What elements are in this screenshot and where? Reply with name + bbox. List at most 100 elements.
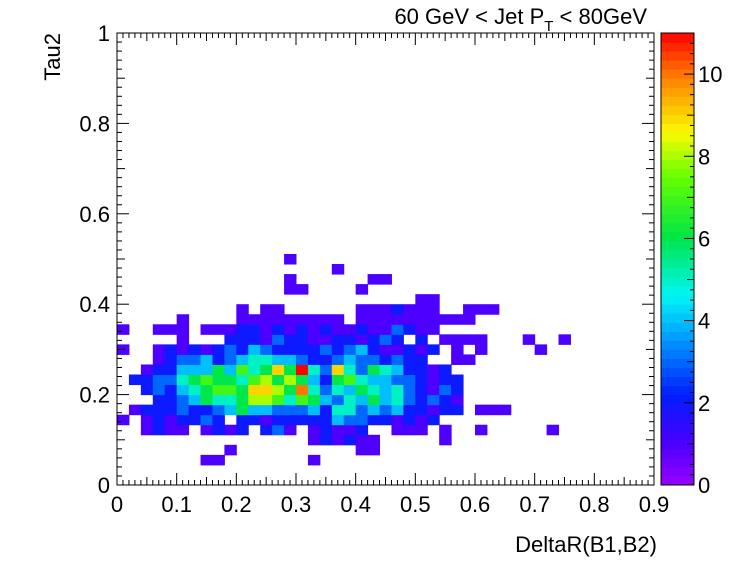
color-scale-band (661, 358, 694, 368)
heatmap-cell (140, 424, 154, 436)
heatmap-cell (272, 364, 285, 376)
heatmap-cell (260, 334, 273, 345)
heatmap-cell (296, 404, 309, 416)
heatmap-cell (307, 434, 321, 446)
heatmap-cell (224, 324, 237, 335)
color-scale-axis: 0 2 4 6 8 10 (684, 32, 722, 498)
heatmap-cell (403, 394, 416, 406)
heatmap-cell (355, 404, 369, 416)
heatmap-cell (367, 324, 381, 335)
heatmap-cell (176, 344, 190, 355)
heatmap-cell (200, 344, 213, 355)
heatmap-cell (260, 404, 273, 416)
color-scale-band (661, 457, 694, 468)
heatmap-cell (307, 344, 321, 355)
heatmap-cell (176, 334, 190, 345)
heatmap-cell (164, 344, 178, 355)
color-scale-band (661, 367, 694, 378)
heatmap-cell (331, 424, 345, 436)
heatmap-cell (319, 384, 333, 396)
heatmap-cell (152, 404, 166, 416)
heatmap-cell (355, 394, 369, 406)
heatmap-cell (379, 314, 392, 325)
heatmap-cell (296, 334, 309, 345)
color-scale-band (661, 421, 694, 432)
color-scale-tick-label: 4 (698, 309, 710, 334)
heatmap-cell (331, 404, 345, 416)
heatmap-cell (439, 394, 452, 406)
color-scale-band (661, 439, 694, 450)
heatmap-cell (128, 374, 142, 386)
heatmap-cell (379, 354, 392, 365)
heatmap-cell (379, 404, 392, 416)
heatmap-cell (117, 324, 130, 335)
heatmap-cell (415, 364, 428, 376)
color-scale-band (661, 42, 694, 52)
heatmap-cell (296, 344, 309, 355)
heatmap-cell (343, 354, 357, 365)
heatmap-cell (188, 384, 202, 396)
heatmap-cell (236, 384, 249, 396)
heatmap-cell (260, 374, 273, 386)
heatmap-cell (236, 304, 249, 315)
heatmap-cell (200, 424, 213, 436)
heatmap-cell (379, 364, 392, 376)
heatmap-cell (260, 304, 273, 315)
heatmap-cell (379, 344, 392, 355)
color-scale-band (661, 123, 694, 133)
color-scale-band (661, 231, 694, 242)
heatmap-cell (307, 394, 321, 406)
heatmap-cell (319, 364, 333, 376)
heatmap-cell (236, 324, 249, 335)
heatmap-cell (224, 394, 237, 406)
heatmap-cell (284, 384, 297, 396)
color-scale-band (661, 313, 694, 323)
heatmap-cell (379, 384, 392, 396)
heatmap-cell (176, 314, 190, 325)
heatmap-cell (391, 314, 404, 325)
heatmap-cell (391, 344, 404, 355)
heatmap-cell (355, 424, 369, 436)
color-scale-band (661, 195, 694, 206)
heatmap-cell (200, 364, 213, 376)
heatmap-cell (355, 444, 369, 456)
heatmap-cell (284, 334, 297, 345)
heatmap-cell (355, 364, 369, 376)
heatmap-cell (248, 334, 261, 345)
heatmap-cell (236, 344, 249, 355)
heatmap-cell (260, 314, 273, 325)
heatmap-cell (427, 374, 440, 386)
heatmap-cell (224, 344, 237, 355)
heatmap-cell (355, 374, 369, 386)
heatmap-cell (212, 384, 225, 396)
heatmap-cell (319, 374, 333, 386)
heatmap-cell (319, 334, 333, 345)
color-scale-band (661, 277, 694, 287)
heatmap-cell (117, 414, 130, 426)
y-tick-label: 1 (98, 21, 110, 46)
heatmap-cell (331, 384, 345, 396)
heatmap-cell (367, 304, 381, 315)
heatmap-cell (140, 384, 154, 396)
heatmap-cell (152, 424, 166, 436)
heatmap-cell (272, 304, 285, 315)
heatmap-cell (451, 384, 464, 396)
heatmap-cell (284, 344, 297, 355)
heatmap-cell (355, 434, 369, 446)
heatmap-cell (355, 304, 369, 315)
x-tick-label: 0.4 (340, 492, 371, 517)
heatmap-cell (307, 334, 321, 345)
heatmap-cell (415, 304, 428, 315)
heatmap-cell (140, 364, 154, 376)
heatmap-cell (212, 374, 225, 386)
heatmap-cell (403, 344, 416, 355)
heatmap-cell (427, 394, 440, 406)
heatmap-cell (415, 394, 428, 406)
heatmap-cell (343, 364, 357, 376)
heatmap-cell (331, 414, 345, 426)
heatmap-cell (379, 274, 392, 285)
heatmap-cell (307, 364, 321, 376)
color-scale-band (661, 87, 694, 97)
heatmap-cell (284, 374, 297, 386)
heatmap-cell (367, 434, 381, 446)
